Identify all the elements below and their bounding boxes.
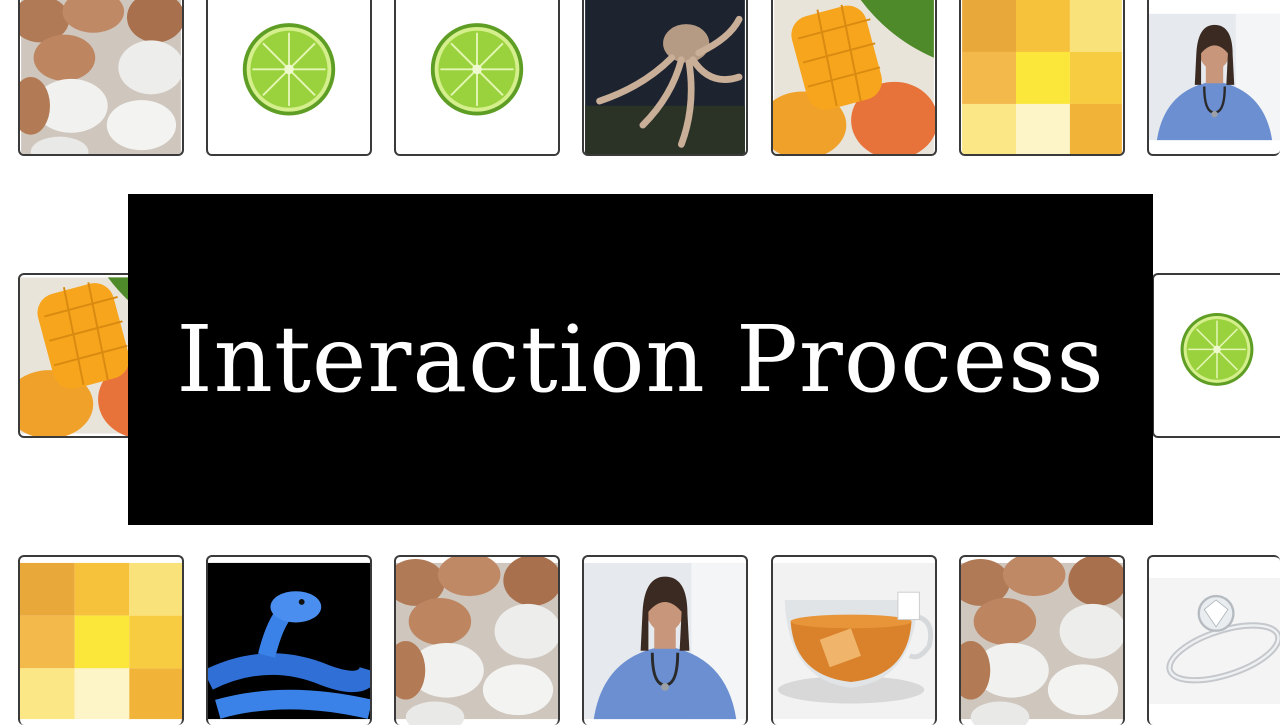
octopus-tile bbox=[582, 0, 748, 156]
lime-tile bbox=[1152, 273, 1280, 438]
diamond-ring-tile bbox=[1147, 555, 1280, 725]
eggs-tile bbox=[959, 555, 1125, 725]
nurse-tile bbox=[1147, 0, 1280, 156]
blue-snake-tile bbox=[206, 555, 372, 725]
lime-tile bbox=[394, 0, 560, 156]
yellow-grid-tile bbox=[18, 555, 184, 725]
title-banner: Interaction Process bbox=[128, 194, 1153, 525]
nurse-tile bbox=[582, 555, 748, 725]
yellow-grid-tile bbox=[959, 0, 1125, 156]
eggs-tile bbox=[18, 0, 184, 156]
page-title: Interaction Process bbox=[176, 306, 1105, 413]
tea-cup-tile bbox=[771, 555, 937, 725]
lime-tile bbox=[206, 0, 372, 156]
eggs-tile bbox=[394, 555, 560, 725]
mango-tile bbox=[771, 0, 937, 156]
